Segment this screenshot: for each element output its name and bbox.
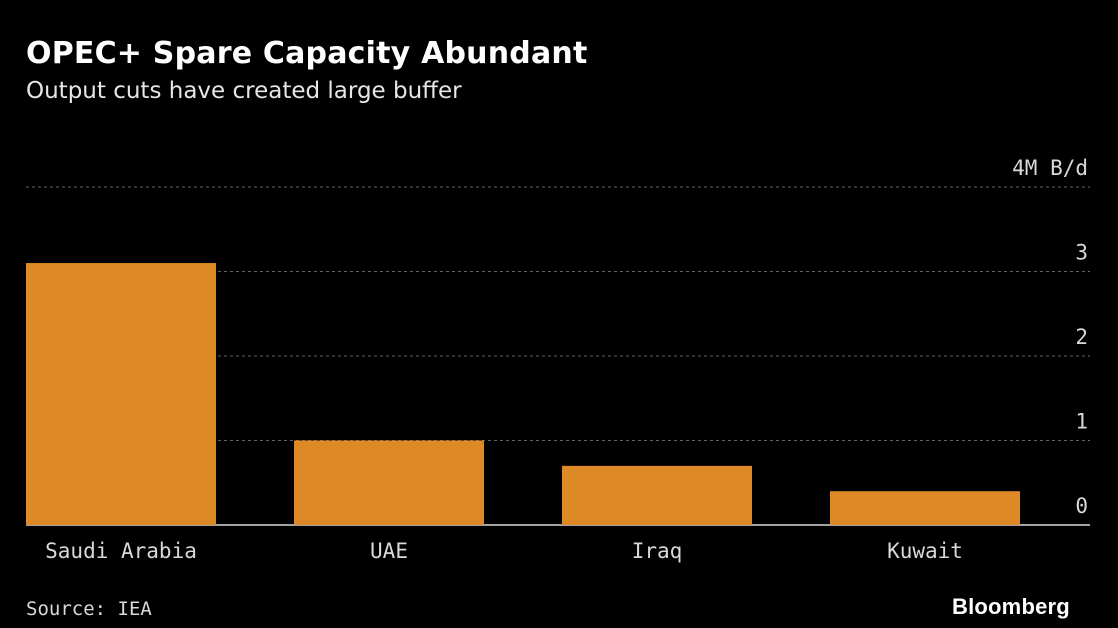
x-axis-category-labels: Saudi Arabia UAE Iraq Kuwait [45, 539, 963, 563]
y-tick-label: 4M B/d [1012, 156, 1088, 180]
bar-saudi-arabia [26, 263, 216, 525]
bloomberg-logo: Bloomberg [952, 594, 1070, 619]
bar-kuwait [830, 491, 1020, 525]
y-tick-label: 0 [1075, 494, 1088, 518]
y-tick-label: 1 [1075, 410, 1088, 434]
bars [26, 263, 1020, 525]
x-category-label: UAE [370, 539, 408, 563]
bar-iraq [562, 465, 752, 525]
x-category-label: Saudi Arabia [45, 539, 197, 563]
chart-title: OPEC+ Spare Capacity Abundant [26, 36, 588, 71]
y-axis-tick-labels: 0 1 2 3 4M B/d [1012, 156, 1088, 518]
bar-uae [294, 440, 484, 525]
y-tick-label: 2 [1075, 325, 1088, 349]
x-category-label: Kuwait [887, 539, 963, 563]
y-tick-label: 3 [1075, 241, 1088, 265]
chart-subtitle: Output cuts have created large buffer [26, 78, 462, 104]
source-note: Source: IEA [26, 598, 152, 620]
x-category-label: Iraq [632, 539, 683, 563]
